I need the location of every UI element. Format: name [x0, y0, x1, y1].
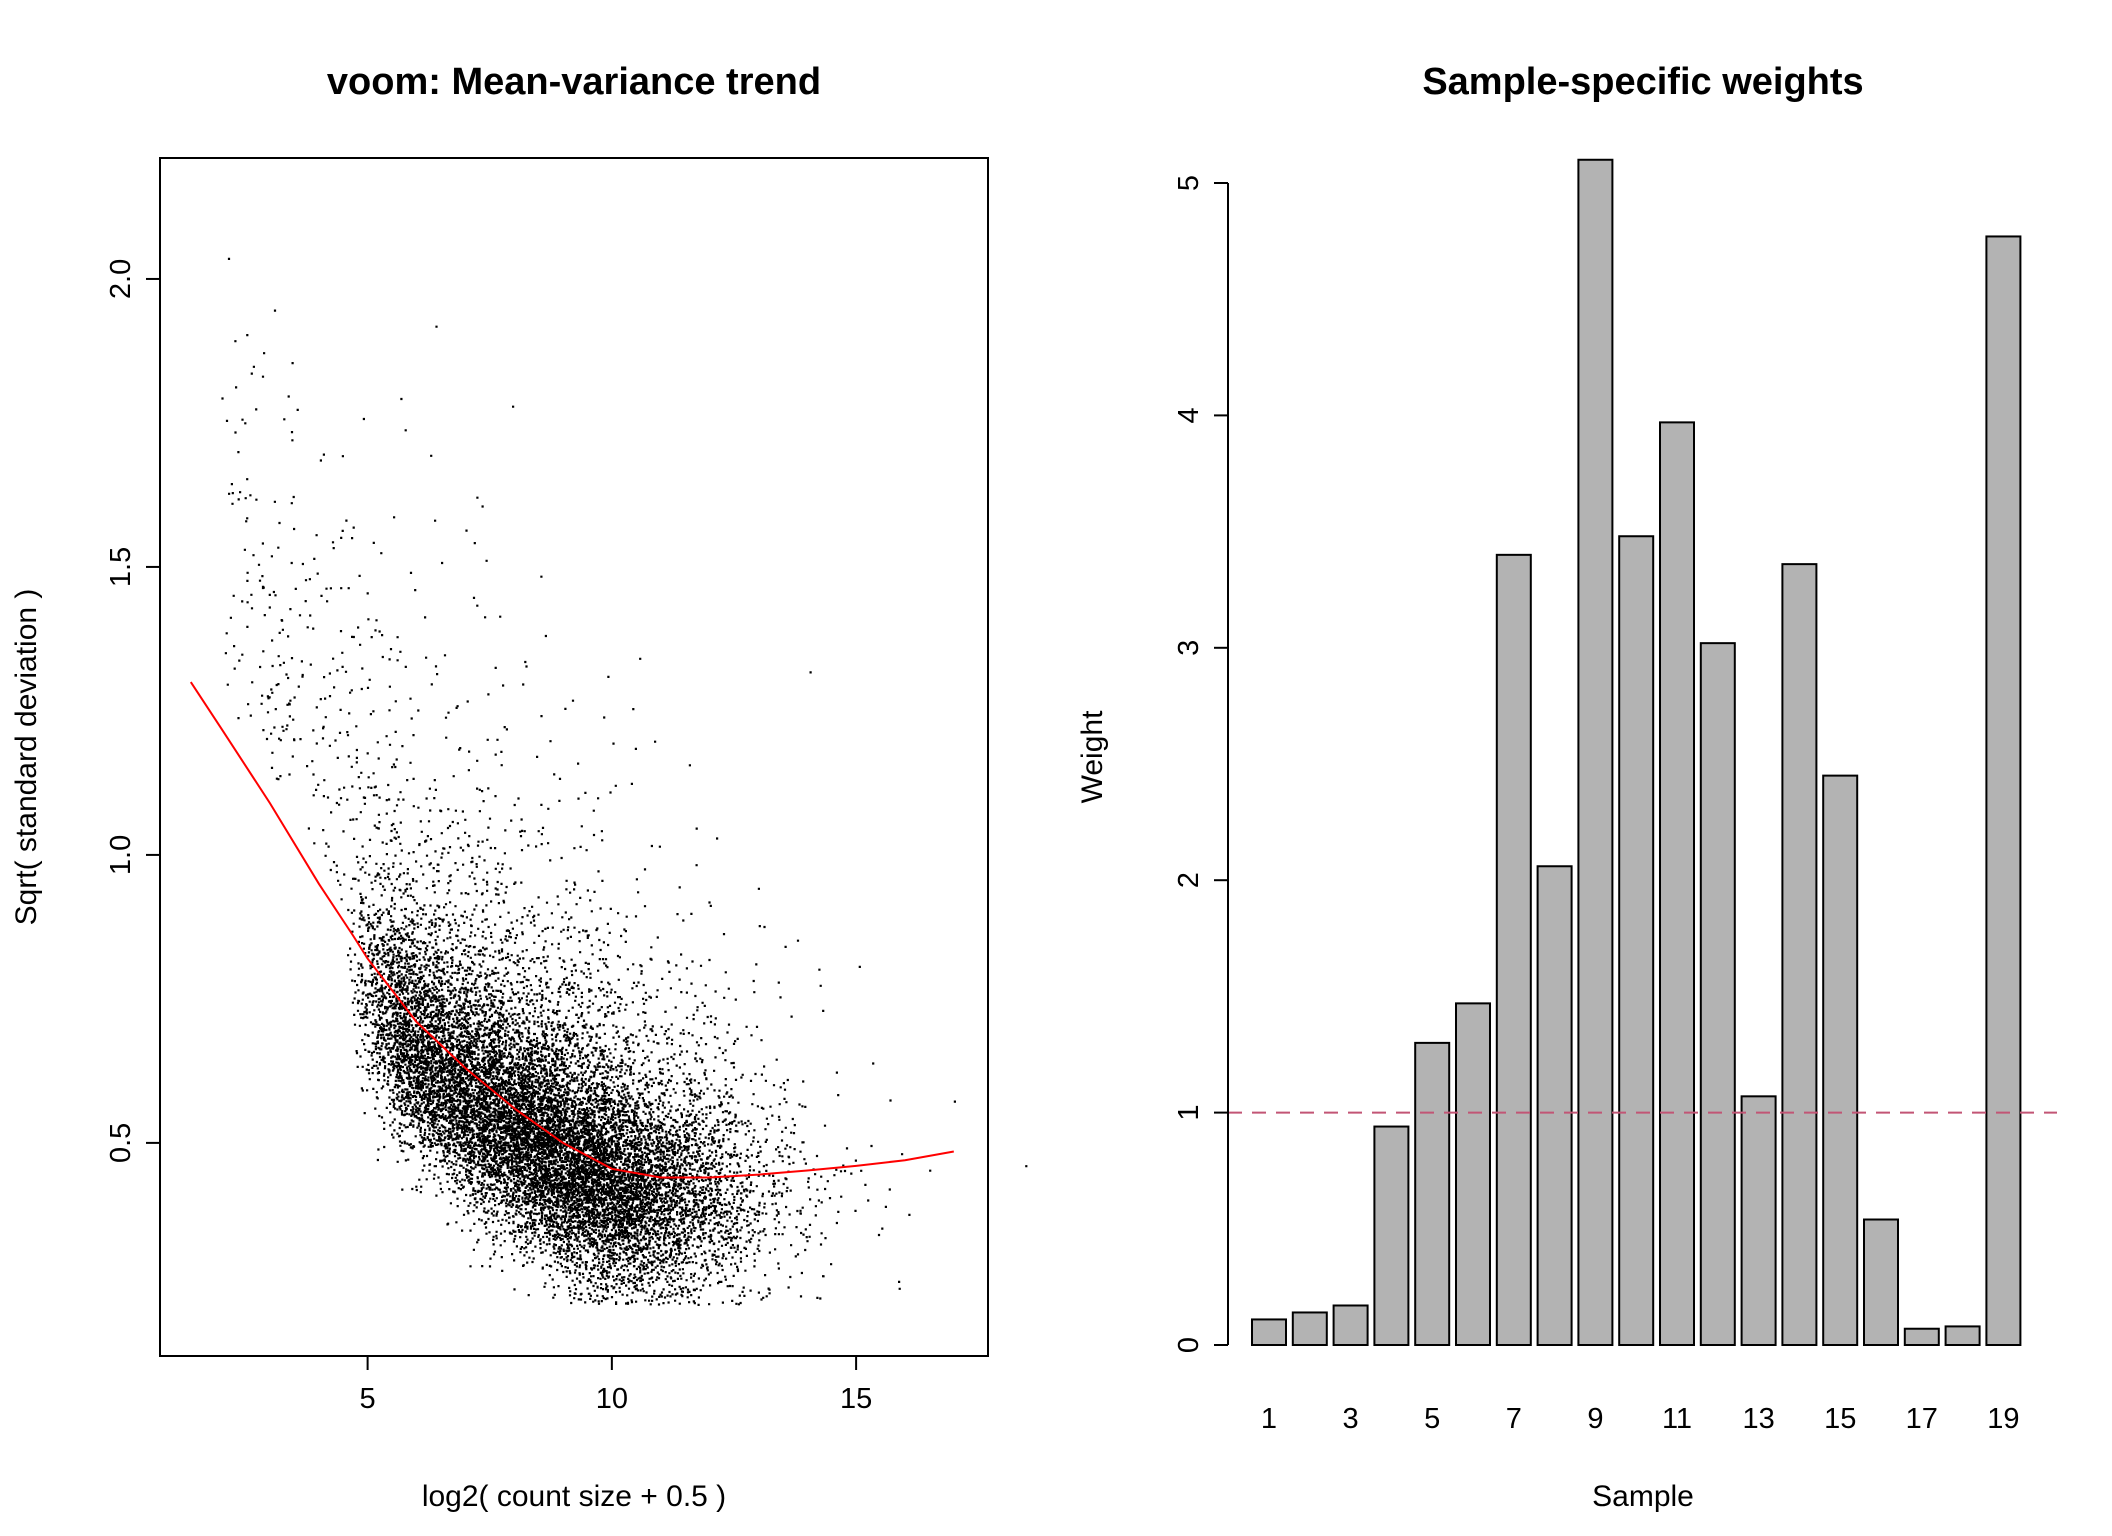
x-tick-label: 5 [360, 1383, 376, 1415]
bar-y-axis: 0 1 2 3 4 5 [1173, 175, 1229, 1353]
bar-sample-5 [1414, 1041, 1451, 1346]
x-tick-label: 15 [840, 1383, 872, 1415]
bar-xlabel: Sample [1592, 1480, 1694, 1513]
x-tick-label: 9 [1587, 1403, 1603, 1435]
data-points [221, 257, 1028, 1306]
bar-sample-8 [1536, 865, 1573, 1346]
y-tick-label: 0.5 [105, 1123, 137, 1163]
x-tick-label: 19 [1987, 1403, 2019, 1435]
bar-x-labels: 1 3 5 7 9 11 13 15 17 19 [1261, 1403, 2020, 1435]
y-tick-label: 2 [1173, 872, 1205, 888]
scatter-ylabel: Sqrt( standard deviation ) [10, 589, 43, 926]
bar-ylabel: Weight [1076, 710, 1109, 803]
bar-sample-4 [1373, 1125, 1410, 1346]
x-tick-label: 1 [1261, 1403, 1277, 1435]
x-tick-label: 5 [1424, 1403, 1440, 1435]
x-tick-label: 7 [1506, 1403, 1522, 1435]
x-tick-label: 13 [1742, 1403, 1774, 1435]
x-tick-label: 3 [1343, 1403, 1359, 1435]
bar-sample-18 [1944, 1325, 1981, 1346]
bar-sample-10 [1618, 535, 1655, 1346]
y-tick-label: 5 [1173, 175, 1205, 191]
bar-sample-15 [1822, 774, 1859, 1346]
bar-sample-9 [1577, 158, 1614, 1346]
scatter-title: voom: Mean-variance trend [327, 61, 821, 103]
bar-sample-2 [1291, 1311, 1328, 1346]
y-tick-label: 0 [1173, 1337, 1205, 1353]
bar-title: Sample-specific weights [1422, 61, 1863, 103]
x-tick-label: 15 [1824, 1403, 1856, 1435]
bar-sample-12 [1699, 642, 1736, 1346]
x-tick-label: 17 [1906, 1403, 1938, 1435]
bars [1251, 158, 2022, 1347]
y-tick-label: 3 [1173, 640, 1205, 656]
bar-sample-16 [1863, 1218, 1899, 1347]
bar-panel: Sample-specific weights Sample Weight 0 1… [1076, 61, 2057, 1513]
y-axis: 0.5 1.0 1.5 2.0 [105, 259, 160, 1163]
plot-box [159, 157, 989, 1357]
y-tick-label: 1.5 [105, 547, 137, 587]
bar-sample-7 [1495, 553, 1532, 1346]
bar-sample-11 [1659, 421, 1695, 1346]
bar-sample-19 [1985, 235, 2022, 1346]
y-tick-label: 1 [1173, 1105, 1205, 1121]
x-tick-label: 10 [596, 1383, 628, 1415]
x-tick-label: 11 [1662, 1403, 1692, 1435]
x-axis: 5 10 15 [360, 1356, 872, 1415]
bar-sample-1 [1251, 1318, 1287, 1347]
y-tick-label: 4 [1173, 407, 1205, 423]
y-tick-label: 1.0 [105, 835, 137, 875]
scatter-points [221, 257, 1028, 1306]
bar-sample-17 [1903, 1327, 1940, 1347]
scatter-panel: voom: Mean-variance trend log2( count si… [10, 61, 1028, 1513]
bar-sample-3 [1332, 1304, 1369, 1346]
scatter-xlabel: log2( count size + 0.5 ) [422, 1480, 726, 1513]
bar-sample-14 [1781, 563, 1818, 1346]
trend-line [189, 681, 954, 1179]
bar-sample-6 [1455, 1002, 1491, 1346]
bar-sample-13 [1740, 1095, 1777, 1347]
y-tick-label: 2.0 [105, 259, 137, 299]
